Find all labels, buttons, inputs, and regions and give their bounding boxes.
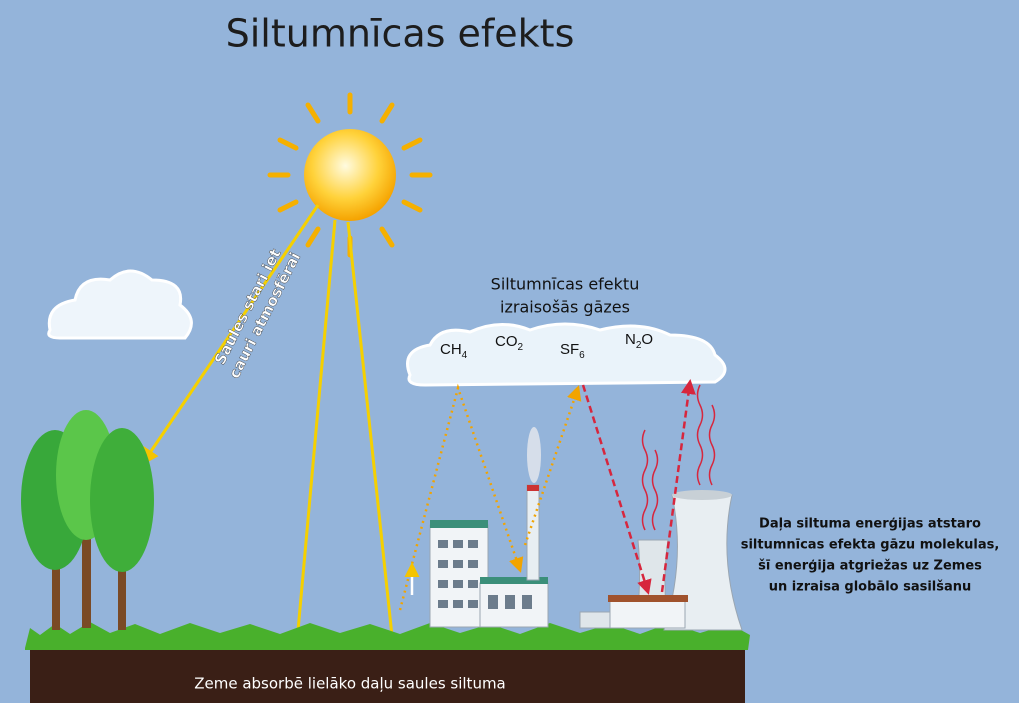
note-line: šī enerģija atgriežas uz Zemes: [758, 559, 982, 574]
note-line: Daļa siltuma enerģijas atstaro: [759, 517, 981, 532]
diagram: Siltumnīcas efekts Saules stari iet caur…: [0, 0, 1019, 703]
gas-cloud-title: izraisošās gāzes: [500, 298, 630, 317]
note-line: un izraisa globālo sasilšanu: [769, 580, 972, 595]
page: {"title": "Siltumnīcas efekts", "sun_lab…: [0, 0, 1019, 703]
note-line: siltumnīcas efekta gāzu molekulas,: [741, 538, 1000, 553]
ground-label: Zeme absorbē lielāko daļu saules siltuma: [194, 675, 506, 693]
title: Siltumnīcas efekts: [226, 12, 575, 56]
gas-cloud-title: Siltumnīcas efektu: [491, 275, 640, 294]
